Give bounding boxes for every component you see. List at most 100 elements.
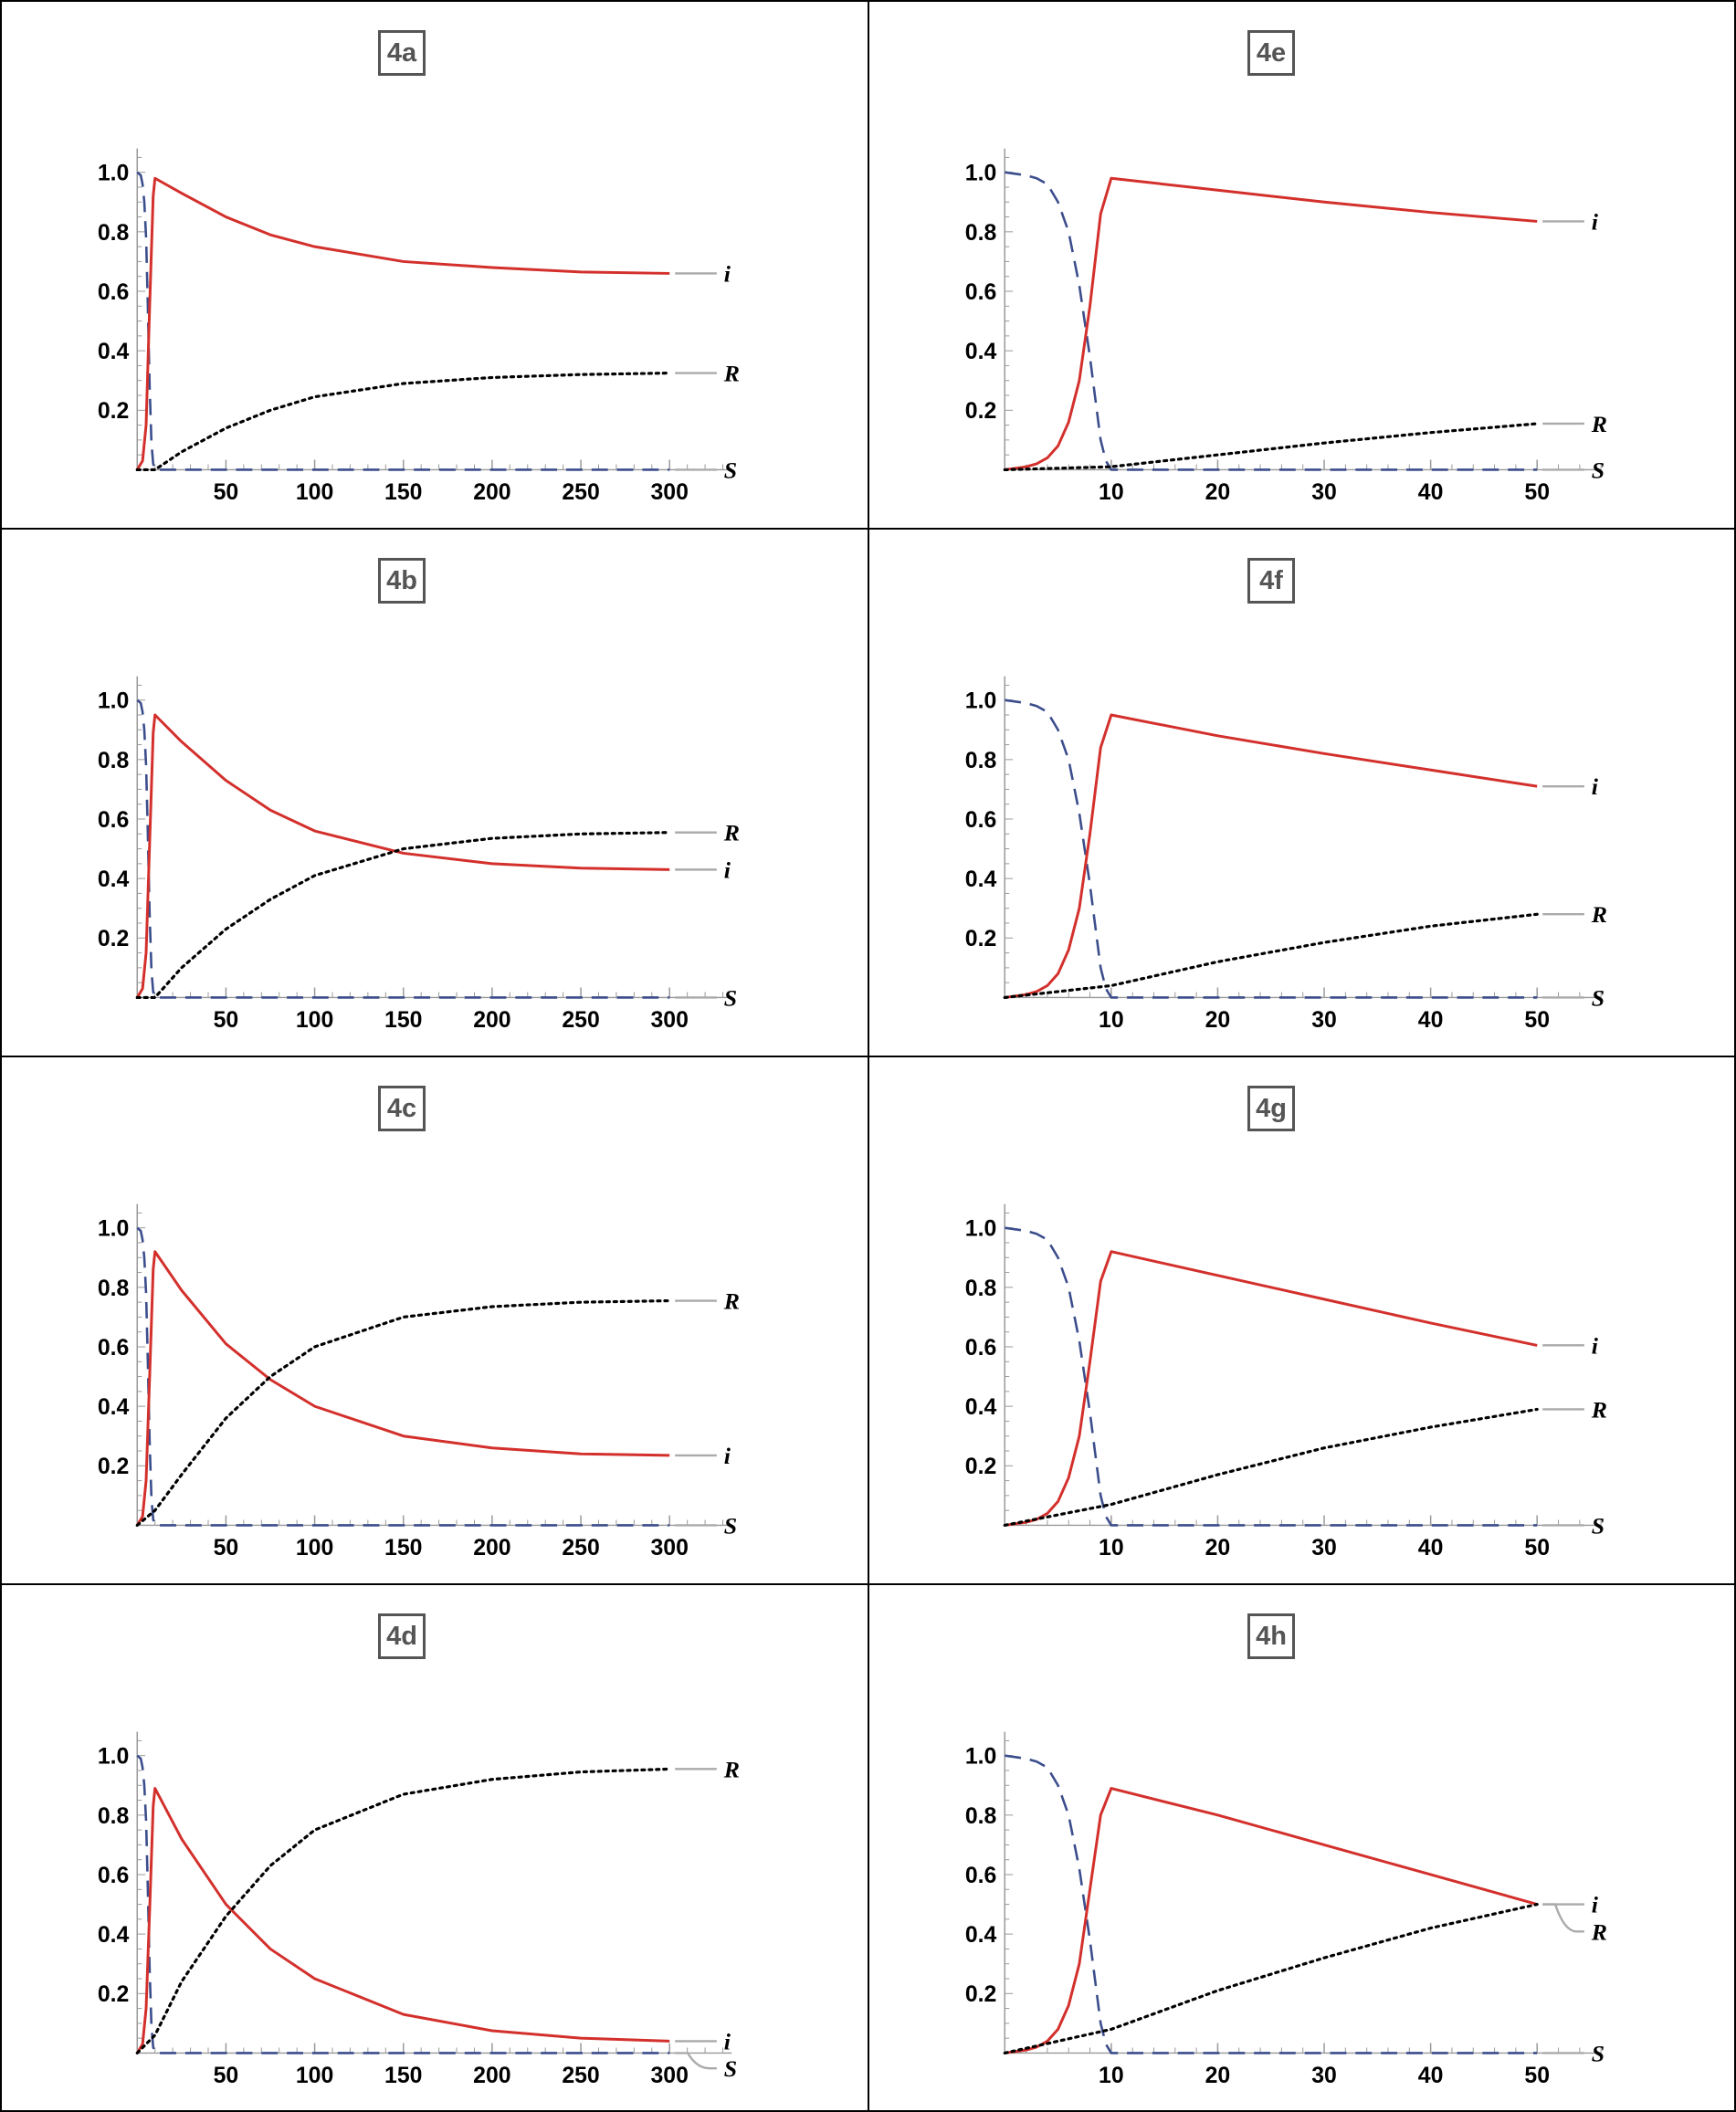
y-tick-label: 1.0 bbox=[98, 1217, 130, 1242]
series-i-tag: i bbox=[724, 260, 731, 287]
y-tick-label: 0.4 bbox=[965, 1395, 997, 1420]
x-tick-label: 50 bbox=[1524, 1536, 1550, 1560]
series-S-tag: S bbox=[724, 457, 737, 483]
panel-label-4e: 4e bbox=[1247, 30, 1295, 76]
series-i-line bbox=[135, 713, 670, 999]
series-i-line bbox=[1005, 713, 1538, 999]
y-tick-label: 1.0 bbox=[965, 1217, 997, 1242]
y-tick-label: 0.4 bbox=[965, 867, 997, 892]
x-tick-label: 30 bbox=[1311, 480, 1337, 505]
series-S-tag: S bbox=[1592, 984, 1604, 1011]
x-tick-label: 10 bbox=[1099, 1008, 1124, 1033]
series-S-line bbox=[136, 1754, 670, 2054]
y-tick-label: 1.0 bbox=[98, 1745, 130, 1770]
plot-4h: 10 20 30 40 50 0.2 0.4 0.6 0.8 1.0 iR S bbox=[965, 1731, 1607, 2088]
x-tick-label: 250 bbox=[562, 480, 599, 505]
x-tick-label: 200 bbox=[473, 1008, 510, 1033]
plot-4b: 50 100 150 200 250 300 0.2 0.4 0.6 0.8 1.0 Ri S bbox=[98, 676, 740, 1033]
series-i-line bbox=[1005, 176, 1538, 471]
x-tick-label: 20 bbox=[1205, 2064, 1231, 2088]
panel-4h: 4h 10 20 30 40 50 0.2 0.4 0.6 0.8 1.0 i R S bbox=[868, 1583, 1736, 2112]
y-tick-label: 0.2 bbox=[965, 1455, 997, 1479]
panel-label-4a: 4a bbox=[378, 30, 426, 76]
x-tick-label: 10 bbox=[1099, 480, 1124, 505]
y-tick-label: 0.6 bbox=[98, 808, 130, 833]
x-tick-label: 100 bbox=[296, 1536, 333, 1560]
x-tick-label: 150 bbox=[384, 1008, 422, 1033]
x-tick-label: 50 bbox=[214, 1536, 239, 1560]
series-S-tag: S bbox=[724, 2055, 737, 2082]
series-S-line bbox=[1005, 1226, 1538, 1527]
series-R-line bbox=[1003, 1902, 1539, 2055]
series-R-tag: R bbox=[723, 1287, 740, 1314]
x-tick-label: 150 bbox=[384, 1536, 422, 1560]
x-tick-label: 30 bbox=[1311, 1008, 1337, 1033]
panel-label-4d: 4d bbox=[378, 1613, 426, 1659]
x-tick-label: 100 bbox=[296, 2064, 333, 2088]
series-R-tag: R bbox=[1591, 1396, 1607, 1423]
y-tick-label: 0.4 bbox=[965, 340, 997, 364]
series-i-line bbox=[1005, 1250, 1538, 1527]
y-tick-label: 0.6 bbox=[965, 280, 997, 305]
y-tick-label: 0.2 bbox=[98, 1982, 130, 2007]
series-S-tag: S bbox=[1592, 2040, 1604, 2066]
panel-label-4h: 4h bbox=[1247, 1613, 1295, 1659]
series-S-line bbox=[136, 171, 670, 471]
x-tick-label: 40 bbox=[1418, 1536, 1444, 1560]
series-R-tag: R bbox=[1591, 901, 1607, 928]
series-R-line bbox=[1003, 912, 1539, 1000]
plot-4f: 10 20 30 40 50 0.2 0.4 0.6 0.8 1.0 i R S bbox=[965, 676, 1607, 1033]
x-tick-label: 50 bbox=[1524, 2064, 1550, 2088]
y-tick-label: 0.4 bbox=[98, 1395, 130, 1420]
series-i-tag: i bbox=[724, 1443, 731, 1469]
x-tick-label: 50 bbox=[214, 480, 239, 505]
series-S-line bbox=[1005, 1754, 1538, 2054]
panel-label-4c: 4c bbox=[378, 1086, 426, 1131]
y-tick-label: 1.0 bbox=[98, 689, 130, 714]
series-S-tag: S bbox=[1592, 457, 1604, 483]
series-i-tag: i bbox=[1592, 1892, 1599, 1918]
x-tick-label: 50 bbox=[1524, 1008, 1550, 1033]
y-tick-label: 0.2 bbox=[965, 927, 997, 951]
plot-4a: 50 100 150 200 250 300 0.2 0.4 0.6 0.8 1.0 i R S bbox=[98, 148, 740, 505]
panel-label-4f: 4f bbox=[1247, 558, 1295, 604]
y-tick-label: 0.2 bbox=[98, 1455, 130, 1479]
series-R-line bbox=[1003, 1407, 1539, 1528]
y-tick-label: 0.6 bbox=[98, 280, 130, 305]
series-R-tag: R bbox=[723, 361, 740, 387]
y-tick-label: 0.4 bbox=[965, 1923, 997, 1948]
y-tick-label: 0.4 bbox=[98, 340, 130, 364]
x-tick-label: 50 bbox=[214, 2064, 239, 2088]
x-tick-label: 30 bbox=[1311, 1536, 1337, 1560]
x-tick-label: 40 bbox=[1418, 2064, 1444, 2088]
series-R-leader bbox=[1542, 1903, 1584, 1933]
x-tick-label: 10 bbox=[1099, 1536, 1124, 1560]
x-tick-label: 40 bbox=[1418, 1008, 1444, 1033]
y-tick-label: 0.8 bbox=[98, 1277, 130, 1301]
series-R-tag: R bbox=[1591, 411, 1607, 437]
y-tick-label: 0.8 bbox=[965, 1804, 997, 1829]
x-tick-label: 20 bbox=[1205, 480, 1231, 505]
series-S-line bbox=[136, 1226, 670, 1527]
x-tick-label: 300 bbox=[651, 1536, 689, 1560]
series-R-line bbox=[135, 1767, 671, 2055]
series-R-line bbox=[135, 371, 671, 472]
y-tick-label: 0.6 bbox=[965, 808, 997, 833]
x-tick-label: 300 bbox=[651, 2064, 689, 2088]
y-tick-label: 1.0 bbox=[965, 162, 997, 186]
x-tick-label: 250 bbox=[562, 1008, 599, 1033]
panel-4e: 4e 10 20 30 40 50 0.2 0.4 0.6 0.8 1.0 i R S bbox=[868, 0, 1736, 530]
y-tick-label: 1.0 bbox=[98, 162, 130, 186]
series-S-tag: S bbox=[1592, 1512, 1604, 1539]
panel-4f: 4f 10 20 30 40 50 0.2 0.4 0.6 0.8 1.0 i R S bbox=[868, 528, 1736, 1057]
series-i-line bbox=[135, 1250, 670, 1527]
series-S-tag: S bbox=[724, 1512, 737, 1539]
series-S-tag: S bbox=[724, 984, 737, 1011]
x-tick-label: 250 bbox=[562, 2064, 599, 2088]
y-tick-label: 1.0 bbox=[965, 1745, 997, 1770]
series-i-tag: i bbox=[1592, 773, 1599, 800]
panel-4g: 4g 10 20 30 40 50 0.2 0.4 0.6 0.8 1.0 i R S bbox=[868, 1056, 1736, 1585]
x-tick-label: 150 bbox=[384, 480, 422, 505]
